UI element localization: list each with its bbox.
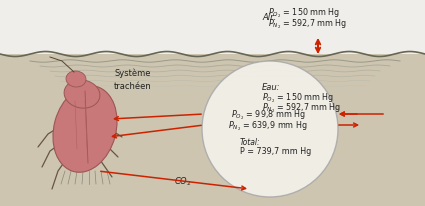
Bar — [0, 0, 425, 55]
Bar — [0, 55, 425, 206]
Ellipse shape — [66, 72, 86, 88]
Ellipse shape — [53, 86, 117, 172]
Text: $P_{O_2}$ = 150 mm Hg: $P_{O_2}$ = 150 mm Hg — [268, 6, 340, 20]
Text: $P_{O_2}$ = 150 mm Hg: $P_{O_2}$ = 150 mm Hg — [262, 91, 334, 104]
Text: Système
trachéen: Système trachéen — [114, 69, 152, 91]
Text: P = 739,7 mm Hg: P = 739,7 mm Hg — [240, 147, 311, 156]
Text: $P_{N_2}$ = 592,7 mm Hg: $P_{N_2}$ = 592,7 mm Hg — [262, 101, 341, 114]
Text: $P_{N_2}$ = 639,9 mm Hg: $P_{N_2}$ = 639,9 mm Hg — [228, 119, 308, 132]
Text: Eau:: Eau: — [262, 83, 280, 92]
Text: Total:: Total: — [240, 138, 261, 147]
Text: $P_{O_2}$ = 99,8 mm Hg: $P_{O_2}$ = 99,8 mm Hg — [231, 108, 306, 121]
Text: Air:: Air: — [262, 13, 277, 22]
Ellipse shape — [64, 81, 100, 109]
Text: $CO_2$: $CO_2$ — [174, 175, 192, 187]
Text: $P_{N_2}$ = 592,7 mm Hg: $P_{N_2}$ = 592,7 mm Hg — [268, 17, 347, 31]
Circle shape — [202, 62, 338, 197]
